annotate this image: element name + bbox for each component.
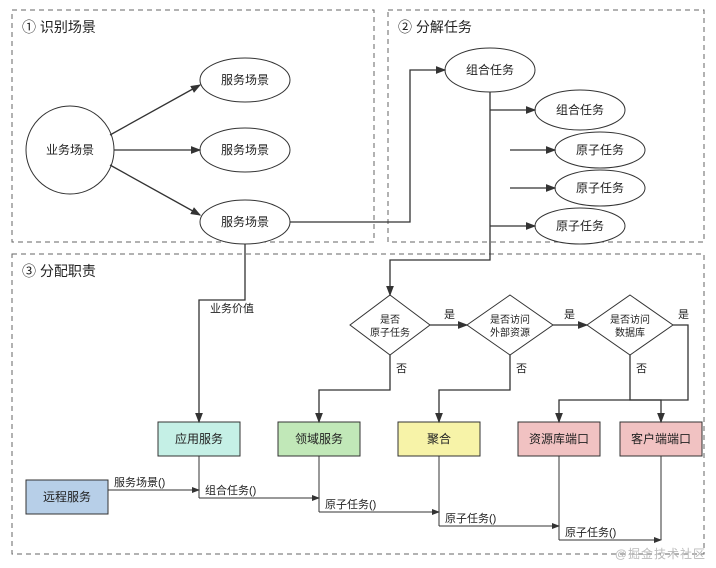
svg-text:是否访问: 是否访问 (490, 313, 530, 326)
box-repo-label: 资源库端口 (529, 431, 589, 446)
svg-text:数据库: 数据库 (615, 326, 645, 339)
svg-text:否: 否 (516, 363, 527, 375)
svc3-label: 服务场景 (221, 214, 269, 229)
edge (290, 70, 445, 222)
svg-text:原子任务(): 原子任务() (445, 512, 496, 525)
atom2-label: 原子任务 (576, 180, 624, 195)
box-domain-label: 领域服务 (295, 431, 343, 446)
comp-label: 组合任务 (466, 62, 514, 77)
svc1-label: 服务场景 (221, 72, 269, 87)
svg-text:是: 是 (678, 308, 689, 321)
watermark: @掘金技术社区 (615, 545, 706, 562)
svg-text:是: 是 (444, 308, 455, 321)
box-client-label: 客户端端口 (631, 431, 691, 446)
svg-text:是: 是 (564, 308, 575, 321)
edge (110, 85, 200, 135)
box-app-label: 应用服务 (175, 431, 223, 446)
panel-title: ③ 分配职责 (22, 263, 96, 279)
edge (439, 355, 510, 422)
comp2-label: 组合任务 (556, 102, 604, 117)
svg-text:组合任务(): 组合任务() (205, 483, 256, 497)
edge (110, 165, 200, 215)
box-remote-label: 远程服务 (43, 489, 91, 504)
panel (388, 10, 704, 242)
edge (319, 355, 390, 422)
panel-title: ① 识别场景 (22, 19, 96, 35)
svg-text:外部资源: 外部资源 (490, 326, 530, 339)
atom3-label: 原子任务 (556, 218, 604, 233)
svg-text:是否访问: 是否访问 (610, 313, 650, 326)
edge (390, 92, 490, 295)
panel-title: ② 分解任务 (398, 19, 472, 35)
edge-bizval (199, 244, 245, 422)
svg-text:否: 否 (396, 363, 407, 375)
svg-text:否: 否 (636, 363, 647, 375)
svg-text:原子任务: 原子任务 (370, 326, 410, 339)
svc2-label: 服务场景 (221, 142, 269, 157)
svg-text:原子任务(): 原子任务() (325, 498, 376, 511)
svg-text:服务场景(): 服务场景() (114, 475, 165, 489)
biz-label: 业务场景 (46, 142, 94, 157)
box-aggr-label: 聚合 (427, 431, 451, 446)
svg-text:业务价值: 业务价值 (210, 302, 254, 315)
svg-text:是否: 是否 (380, 314, 400, 326)
svg-text:原子任务(): 原子任务() (565, 526, 616, 539)
atom1-label: 原子任务 (576, 142, 624, 157)
